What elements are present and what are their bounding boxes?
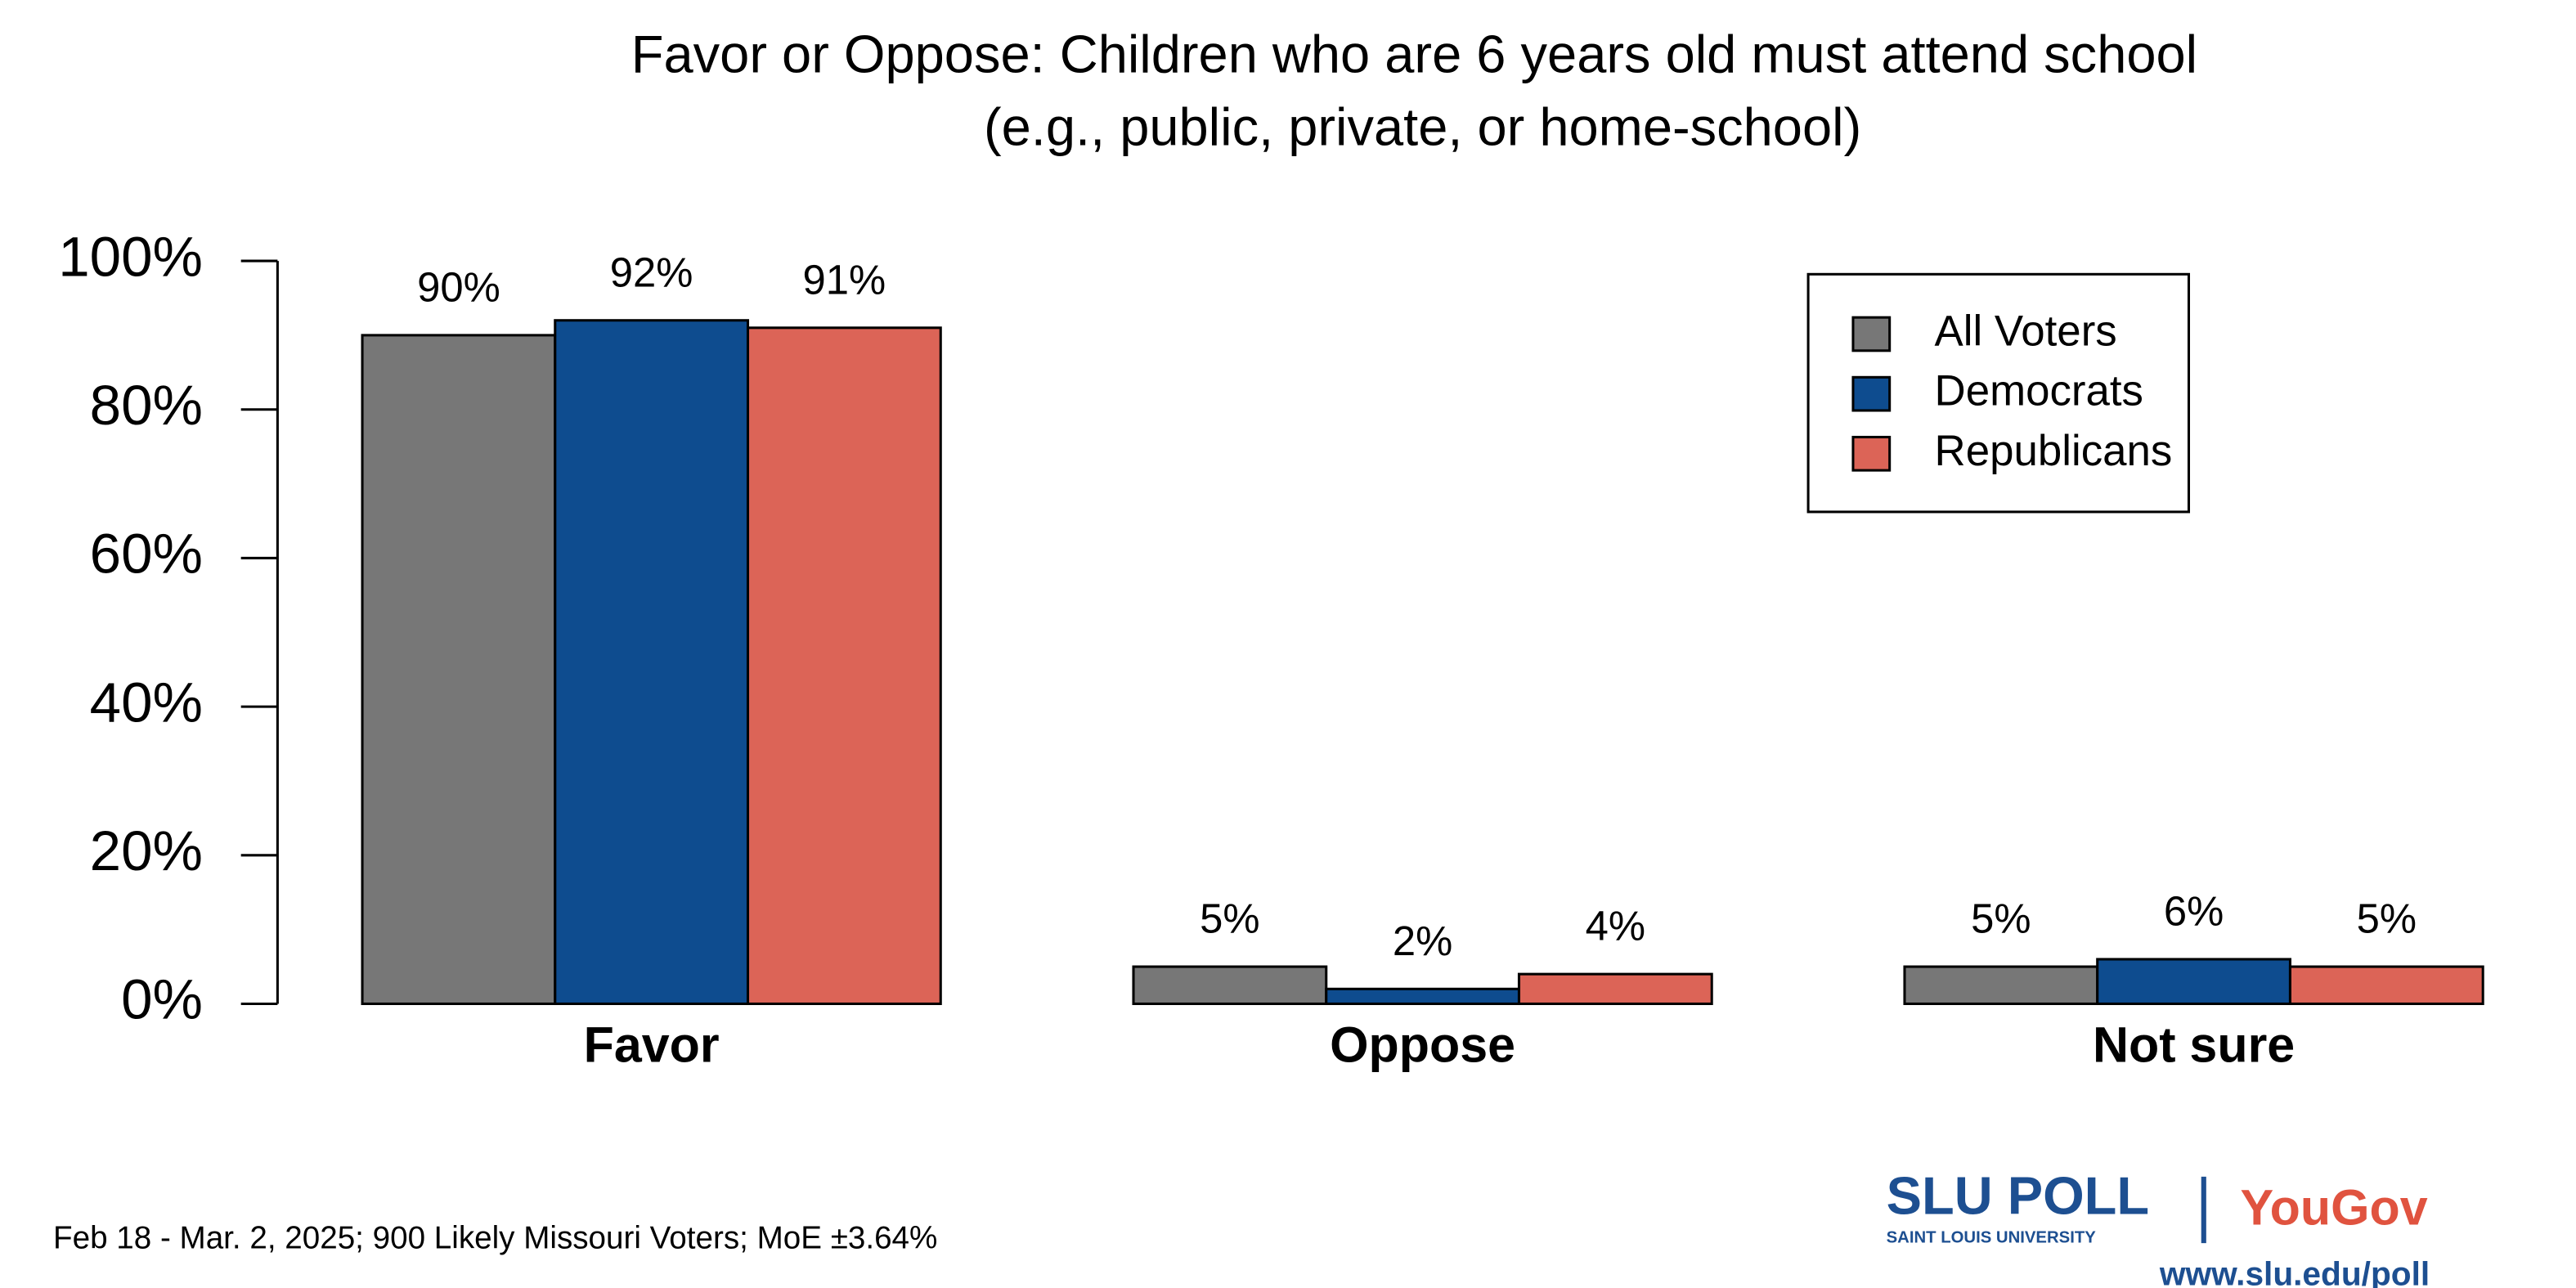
bar <box>2288 965 2484 1006</box>
bar <box>1132 965 1328 1006</box>
legend-label: Democrats <box>1935 367 2143 415</box>
value-label: 5% <box>1200 895 1259 942</box>
legend-swatch <box>1851 375 1892 412</box>
y-tick-label: 80% <box>90 373 203 437</box>
chart-title: Favor or Oppose: Children who are 6 year… <box>631 24 2197 83</box>
bar <box>361 334 557 1006</box>
bar <box>2096 958 2291 1006</box>
value-label: 5% <box>1971 895 2031 942</box>
value-label: 90% <box>417 263 500 310</box>
x-tick-label: Favor <box>584 1016 720 1072</box>
value-label: 6% <box>2164 888 2224 935</box>
y-tick-label: 100% <box>58 224 203 288</box>
value-label: 4% <box>1586 903 1645 949</box>
legend-label: All Voters <box>1935 307 2117 355</box>
bar <box>1517 972 1713 1006</box>
bar <box>746 326 942 1006</box>
value-label: 5% <box>2357 895 2417 942</box>
footnote: Feb 18 - Mar. 2, 2025; 900 Likely Missou… <box>53 1220 937 1255</box>
value-label: 2% <box>1393 918 1452 964</box>
logo-university: SAINT LOUIS UNIVERSITY <box>1887 1228 2097 1246</box>
y-tick-label: 0% <box>121 967 203 1031</box>
legend-swatch <box>1851 316 1892 352</box>
y-tick-label: 60% <box>90 522 203 586</box>
logo-yougov: YouGov <box>2240 1180 2427 1236</box>
value-label: 91% <box>803 256 886 303</box>
logo-slu: SLU POLL <box>1887 1165 2149 1225</box>
x-tick-label: Not sure <box>2093 1016 2295 1072</box>
legend-label: Republicans <box>1935 427 2173 475</box>
legend-swatch <box>1851 435 1892 472</box>
bar <box>1325 987 1521 1006</box>
x-tick-label: Oppose <box>1330 1016 1515 1072</box>
y-tick-label: 20% <box>90 819 203 882</box>
value-label: 92% <box>610 249 693 295</box>
chart-title: (e.g., public, private, or home-school) <box>984 97 1861 157</box>
bar <box>1903 965 2099 1006</box>
bar <box>554 319 750 1006</box>
logo-url: www.slu.edu/poll <box>2159 1255 2430 1288</box>
y-tick-label: 40% <box>90 670 203 734</box>
